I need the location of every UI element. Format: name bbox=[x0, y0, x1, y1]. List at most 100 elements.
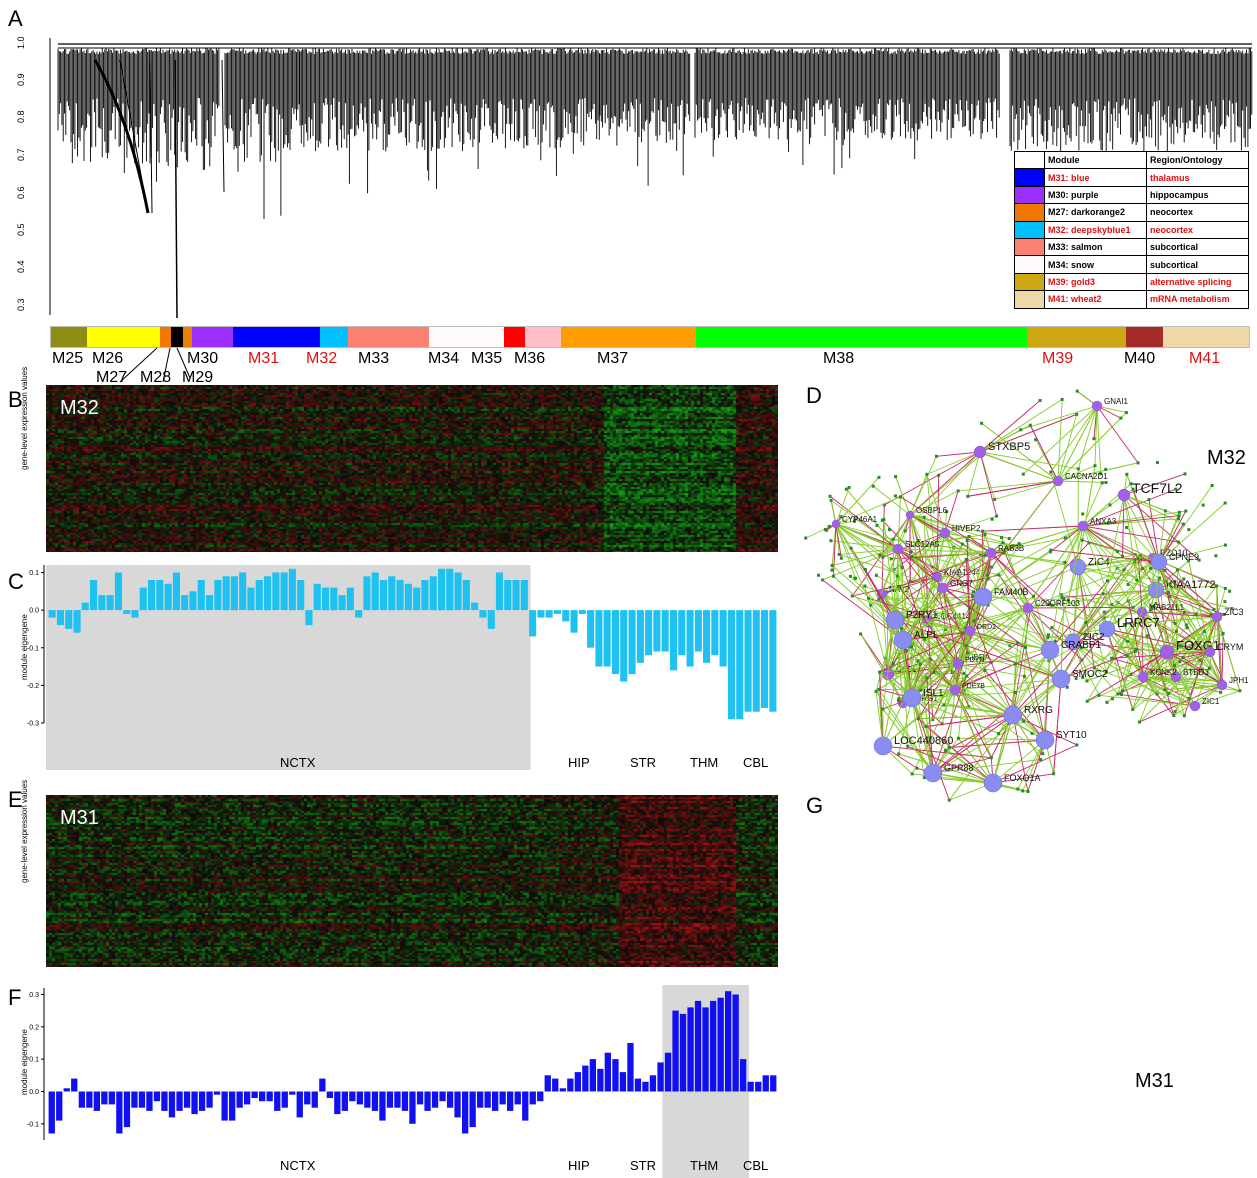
network-edge bbox=[887, 572, 927, 675]
satellite-node bbox=[852, 519, 856, 523]
eigengene-bar bbox=[645, 610, 653, 656]
gene-node[interactable]: RXRG bbox=[1003, 705, 1053, 725]
gene-node[interactable]: RAB3B bbox=[985, 544, 1024, 559]
network-edge bbox=[1082, 525, 1160, 563]
gene-node[interactable]: CYP46A1 bbox=[831, 515, 878, 529]
eigengene-bar bbox=[131, 1091, 138, 1108]
gene-node[interactable]: ZIC3 bbox=[1211, 607, 1244, 623]
gene-node[interactable]: HIVEP2 bbox=[939, 524, 981, 539]
network-edge bbox=[911, 697, 999, 734]
gene-node[interactable]: FAM40B bbox=[973, 587, 1029, 607]
eigengene-bar bbox=[247, 587, 255, 611]
eigengene-bar bbox=[567, 1078, 574, 1092]
gene-node[interactable]: CPNE9 bbox=[1150, 552, 1199, 571]
gene-node-label: HIVEP2 bbox=[952, 524, 981, 533]
gene-node[interactable]: CRYM bbox=[1204, 642, 1243, 658]
satellite-node bbox=[1022, 674, 1026, 678]
gene-node[interactable]: OSBPL6 bbox=[905, 506, 948, 520]
network-edge bbox=[831, 565, 896, 621]
gene-node-dot bbox=[1211, 611, 1223, 623]
eigengene-bar bbox=[487, 610, 495, 629]
satellite-node bbox=[1092, 666, 1096, 670]
gene-node[interactable]: SYT10 bbox=[1035, 730, 1087, 750]
eigengene-bar bbox=[454, 1091, 461, 1118]
gene-node[interactable]: ZIC2 bbox=[1064, 632, 1105, 651]
gene-node[interactable]: JPH1 bbox=[1216, 676, 1249, 691]
network-edge bbox=[1123, 494, 1160, 563]
satellite-node bbox=[1062, 596, 1066, 600]
satellite-node bbox=[1201, 503, 1205, 507]
gene-node[interactable]: SMOC2 bbox=[1051, 669, 1108, 689]
y-tick-label: 0.1 bbox=[29, 1057, 39, 1064]
network-edge bbox=[911, 639, 926, 699]
satellite-node bbox=[829, 498, 833, 502]
gene-node[interactable]: PDE7B bbox=[949, 683, 985, 696]
network-edge bbox=[1164, 684, 1223, 691]
network-edge bbox=[1012, 607, 1032, 716]
network-edge bbox=[1020, 405, 1098, 431]
satellite-node bbox=[928, 736, 932, 740]
eigengene-bar bbox=[587, 610, 595, 648]
satellite-node bbox=[1041, 752, 1045, 756]
satellite-node bbox=[1223, 586, 1227, 590]
dendrogram bbox=[49, 38, 1253, 319]
eigengene-bar bbox=[686, 610, 694, 667]
network-edge bbox=[1050, 549, 1160, 563]
network-edge bbox=[892, 662, 956, 691]
network-edge bbox=[911, 697, 934, 774]
eigengene-bar bbox=[388, 576, 396, 611]
gene-node[interactable]: BTBD3 bbox=[1170, 668, 1209, 683]
legend-swatch bbox=[1014, 203, 1045, 222]
network-edge bbox=[897, 548, 964, 634]
network-edge bbox=[1082, 482, 1103, 527]
gene-node[interactable]: C20ORF103 bbox=[1022, 599, 1080, 614]
network-edge bbox=[829, 495, 899, 550]
satellite-node bbox=[909, 645, 913, 649]
gene-node[interactable]: FOXO1A bbox=[983, 773, 1041, 793]
gene-node[interactable]: ISL1 bbox=[902, 688, 944, 708]
satellite-node bbox=[1026, 790, 1030, 794]
network-edge bbox=[954, 678, 1062, 691]
network-edge bbox=[900, 496, 992, 554]
network-edge bbox=[1027, 607, 1128, 656]
eigengene-bar bbox=[139, 587, 147, 611]
network-edge bbox=[897, 536, 970, 550]
eigengene-bar bbox=[379, 1091, 386, 1121]
gene-node[interactable]: LOC440860 bbox=[873, 735, 953, 756]
gene-node[interactable]: DRD2 bbox=[964, 624, 996, 637]
gene-node[interactable]: CACNA2D1 bbox=[1052, 472, 1108, 487]
network-edge bbox=[909, 514, 1014, 547]
module-color-segment bbox=[347, 327, 429, 347]
gene-node[interactable]: GNAI1 bbox=[1091, 397, 1129, 412]
gene-node[interactable]: PDYN bbox=[952, 657, 984, 670]
gene-node[interactable]: GPR88 bbox=[923, 763, 974, 783]
satellite-node bbox=[830, 564, 834, 568]
gene-node[interactable]: GNG7 bbox=[937, 579, 973, 594]
gene-node[interactable]: ALPL bbox=[893, 630, 939, 650]
network-edge bbox=[966, 540, 971, 632]
satellite-node bbox=[1125, 472, 1129, 476]
network-edge bbox=[879, 587, 944, 673]
gene-node[interactable]: STXBP5 bbox=[973, 441, 1030, 459]
network-edge bbox=[864, 569, 896, 621]
gene-node[interactable]: ANXA3 bbox=[1077, 517, 1117, 532]
gene-node[interactable]: P2RY1 bbox=[885, 610, 938, 630]
gene-node[interactable]: SLC12A5 bbox=[892, 540, 940, 555]
eigengene-bar bbox=[421, 580, 429, 611]
satellite-node bbox=[1230, 607, 1234, 611]
gene-node[interactable]: CRABP1 bbox=[1040, 640, 1101, 660]
satellite-node bbox=[1228, 589, 1232, 593]
eigengene-bar bbox=[719, 610, 727, 667]
eigengene-bar bbox=[529, 1091, 536, 1105]
satellite-node bbox=[931, 717, 935, 721]
gene-node[interactable]: ZIC1 bbox=[1189, 697, 1220, 712]
satellite-node bbox=[1157, 576, 1161, 580]
gene-node-label: PDE7B bbox=[962, 683, 985, 690]
network-edge bbox=[1067, 525, 1084, 601]
satellite-node bbox=[1081, 512, 1085, 516]
satellite-node bbox=[1175, 568, 1179, 572]
gene-node[interactable]: KCNK2 bbox=[1137, 668, 1177, 683]
satellite-node bbox=[1129, 672, 1133, 676]
gene-node[interactable]: TCF7L2 bbox=[1117, 480, 1183, 502]
network-edge bbox=[962, 632, 1062, 680]
